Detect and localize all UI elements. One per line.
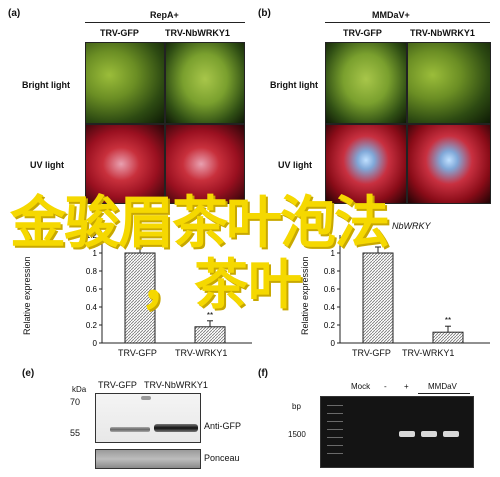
panel-d-bar-2 [432, 331, 464, 344]
panel-e-col1: TRV-GFP [98, 380, 137, 390]
panel-a-uv-wrky-photo [165, 124, 245, 204]
panel-b-bright-wrky-photo [407, 42, 491, 124]
panel-f-bp: bp [292, 402, 301, 411]
panel-f-lane-mmdav: MMDaV [428, 382, 457, 391]
panel-f-band-2 [421, 431, 437, 437]
panel-e-letter: (e) [22, 368, 35, 379]
panel-a-virus: RepA+ [150, 10, 179, 20]
panel-e-band-gfp [110, 427, 150, 432]
panel-d-tick-label: 1 [331, 249, 336, 258]
panel-c-tick-label: 0.2 [86, 321, 98, 330]
panel-e-band-70 [141, 396, 151, 400]
panel-e-ponceau [95, 449, 201, 469]
panel-b-col2: TRV-NbWRKY1 [410, 28, 475, 38]
panel-e-marker-55: 55 [70, 428, 81, 438]
panel-f-marker-1500: 1500 [288, 430, 306, 439]
panel-a-bright-gfp-photo [85, 42, 165, 124]
panel-d-bar-1 [362, 252, 394, 344]
panel-a-virus-line [85, 22, 245, 23]
panel-b-row1: Bright light [270, 80, 318, 90]
panel-e-western-blot [95, 393, 201, 443]
panel-c-tick-label: 0.8 [86, 267, 98, 276]
panel-e-label-antigfp: Anti-GFP [204, 421, 242, 431]
panel-f-band-1 [399, 431, 415, 437]
panel-d-cat1: TRV-GFP [352, 348, 391, 358]
panel-c-bar-2 [194, 326, 226, 344]
panel-d-chart: 1 0.8 0.6 0.4 0.2 0 ** [324, 235, 490, 348]
panel-e-marker-70: 70 [70, 397, 81, 407]
panel-f-pcr-gel [320, 396, 474, 468]
panel-d-tick-label: 0.2 [324, 321, 336, 330]
panel-f-ladder [327, 401, 343, 461]
panel-a-bright-wrky-photo [165, 42, 245, 124]
panel-c-significance: ** [207, 311, 213, 320]
panel-c-tick-label: 1.2 [86, 231, 98, 240]
panel-e-label-ponceau: Ponceau [204, 453, 240, 463]
panel-e-band-wrky [154, 424, 198, 432]
panel-b-uv-gfp-photo [325, 124, 407, 204]
panel-c-tick-label: 0.6 [86, 285, 98, 294]
panel-e-col2: TRV-NbWRKY1 [144, 380, 208, 390]
panel-c-ylabel: Relative expression [22, 256, 32, 335]
panel-a-row2: UV light [30, 160, 64, 170]
panel-b-letter: (b) [258, 8, 271, 19]
panel-a-uv-gfp-photo [85, 124, 165, 204]
panel-c-tick-label: 0.4 [86, 303, 98, 312]
panel-c-cat2: TRV-WRKY1 [175, 348, 228, 358]
panel-b-col1: TRV-GFP [343, 28, 382, 38]
panel-d-significance: ** [445, 316, 451, 325]
panel-a-col2: TRV-NbWRKY1 [165, 28, 230, 38]
panel-b-virus: MMDaV+ [372, 10, 410, 20]
panel-e-unit: kDa [72, 385, 87, 394]
panel-a-row1: Bright light [22, 80, 70, 90]
panel-d-tick-label: 0.8 [324, 267, 336, 276]
panel-d-tick-label: 0 [331, 339, 336, 348]
panel-b-bright-gfp-photo [325, 42, 407, 124]
panel-f-lane-minus: - [384, 382, 387, 391]
panel-a-letter: (a) [8, 8, 21, 19]
panel-b-uv-wrky-photo [407, 124, 491, 204]
panel-f-letter: (f) [258, 368, 268, 379]
panel-f-lane-plus: + [404, 382, 409, 391]
panel-c-tick-label: 1 [93, 249, 98, 258]
panel-d-cat2: TRV-WRKY1 [402, 348, 455, 358]
panel-c-bar-1 [124, 252, 156, 344]
panel-f-lane-mock: Mock [351, 382, 371, 391]
panel-a-col1: TRV-GFP [100, 28, 139, 38]
panel-f-mmdav-line [418, 393, 470, 394]
panel-b-row2: UV light [278, 160, 312, 170]
panel-f-band-3 [443, 431, 459, 437]
panel-d-ylabel: Relative expression [300, 256, 310, 335]
panel-d-tick-label: 0.6 [324, 285, 336, 294]
panel-d-tick-label: 0.4 [324, 303, 336, 312]
panel-b-virus-line [325, 22, 490, 23]
panel-d-header: NbWRKY [392, 221, 431, 231]
panel-c-tick-label: 0 [93, 339, 98, 348]
panel-c-cat1: TRV-GFP [118, 348, 157, 358]
panel-c-chart: 1.2 1 0.8 0.6 0.4 0.2 0 ** [86, 231, 252, 348]
